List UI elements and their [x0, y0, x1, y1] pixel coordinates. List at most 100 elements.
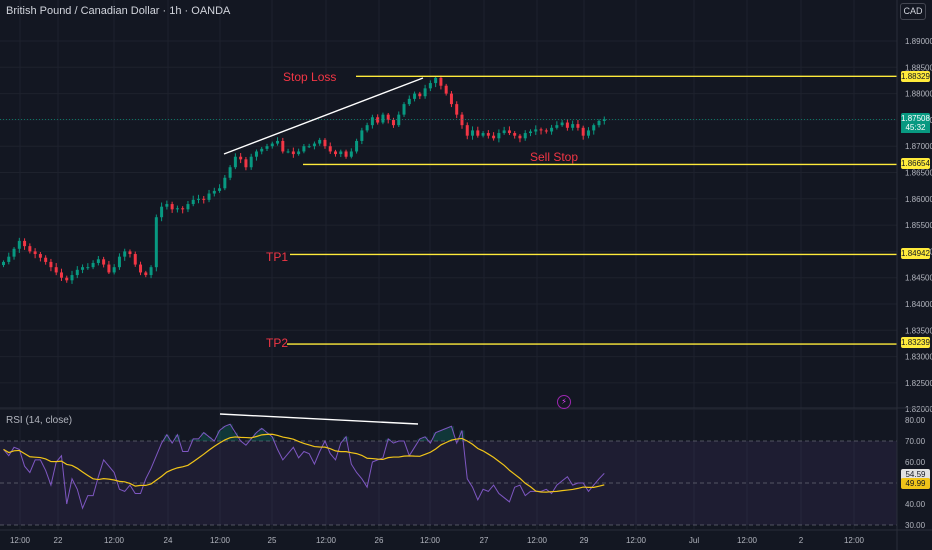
sell-stop-price-tag: 1.86654 — [901, 158, 930, 169]
tp1-label[interactable]: TP1 — [266, 250, 289, 264]
candle-body — [117, 256, 121, 268]
candle-body — [581, 127, 585, 136]
candle-body — [33, 251, 37, 255]
candle — [413, 91, 417, 102]
candle-body — [165, 204, 169, 207]
candle-body — [228, 167, 232, 178]
candle — [360, 127, 364, 145]
time-tick-label: 25 — [268, 536, 277, 545]
tp2-label[interactable]: TP2 — [266, 336, 289, 350]
candle — [265, 143, 269, 151]
candle-countdown: 45:32 — [901, 123, 930, 133]
candle-body — [181, 208, 185, 210]
sell-stop-label[interactable]: Sell Stop — [530, 150, 579, 164]
symbol-title[interactable]: British Pound / Canadian Dollar · 1h · O… — [6, 5, 231, 17]
candle — [186, 200, 190, 213]
candle — [334, 149, 338, 157]
candle — [539, 127, 543, 135]
candle — [592, 123, 596, 135]
candle-body — [370, 117, 374, 126]
candle — [486, 130, 490, 139]
candle — [291, 147, 295, 158]
candle — [386, 112, 390, 124]
candle — [44, 255, 48, 265]
candle-body — [460, 114, 464, 126]
candle — [560, 120, 564, 127]
candle-body — [592, 125, 596, 131]
lightning-icon[interactable]: ⚡ — [557, 395, 571, 409]
chart-drawings[interactable] — [0, 75, 897, 425]
candle-body — [334, 151, 338, 155]
candle-body — [154, 217, 158, 268]
candle — [128, 249, 132, 258]
candle-body — [312, 143, 316, 147]
candle-body — [471, 130, 475, 136]
candle-body — [223, 177, 227, 189]
rsi-ma-tag: 49.99 — [901, 478, 930, 489]
candle-body — [281, 140, 285, 152]
candle-body — [576, 124, 580, 128]
candle — [502, 126, 506, 135]
candle — [233, 153, 237, 170]
candle-body — [91, 262, 95, 268]
candle — [107, 260, 111, 275]
rsi-tick-label: 70.00 — [905, 437, 926, 446]
candle — [75, 266, 79, 279]
candle — [96, 256, 100, 266]
candle — [323, 138, 327, 149]
price-tick-label: 1.85500 — [905, 221, 932, 230]
time-tick-label: Jul — [689, 536, 699, 545]
candle — [276, 137, 280, 146]
candle — [202, 195, 206, 204]
current-price-tag: 1.87508 — [901, 113, 930, 124]
candle — [7, 252, 11, 265]
rsi-pane — [0, 423, 897, 526]
candle — [444, 83, 448, 96]
candle-body — [486, 133, 490, 136]
time-tick-label: 12:00 — [420, 536, 441, 545]
candle-body — [212, 190, 216, 194]
candle-body — [455, 104, 459, 115]
candle-body — [149, 267, 153, 276]
candle — [196, 194, 200, 204]
currency-badge[interactable]: CAD — [900, 3, 926, 20]
candle-body — [428, 83, 432, 89]
candle — [181, 206, 185, 214]
candle-body — [7, 256, 11, 262]
candle — [497, 129, 501, 143]
price-tick-label: 1.82000 — [905, 405, 932, 414]
rsi-trendline — [219, 413, 419, 425]
candle-body — [160, 206, 164, 218]
candle-body — [602, 119, 606, 121]
candle — [223, 174, 227, 191]
price-tick-label: 1.84500 — [905, 274, 932, 283]
candle — [492, 132, 496, 141]
candle — [212, 187, 216, 197]
candle-body — [423, 88, 427, 97]
candle-body — [254, 151, 258, 157]
candle — [2, 260, 5, 268]
candle — [418, 91, 422, 100]
candle — [597, 119, 601, 128]
stop-loss-price-tag: 1.88329 — [901, 71, 930, 82]
candle-body — [539, 129, 543, 131]
candle-body — [38, 254, 42, 258]
candle-body — [239, 156, 243, 160]
candle-body — [44, 257, 48, 262]
price-tick-label: 1.84000 — [905, 300, 932, 309]
candle-body — [534, 129, 538, 132]
candle — [59, 268, 63, 281]
candle-body — [407, 98, 411, 105]
candle-body — [444, 85, 448, 94]
candle — [23, 238, 27, 250]
candle — [471, 126, 475, 140]
candle — [481, 131, 485, 138]
candle-body — [391, 119, 395, 126]
stop-loss-label[interactable]: Stop Loss — [283, 70, 337, 84]
candle-body — [196, 198, 200, 200]
rsi-title[interactable]: RSI (14, close) — [6, 415, 73, 426]
price-tick-label: 1.89000 — [905, 37, 932, 46]
time-tick-label: 12:00 — [626, 536, 647, 545]
candle — [534, 125, 538, 135]
